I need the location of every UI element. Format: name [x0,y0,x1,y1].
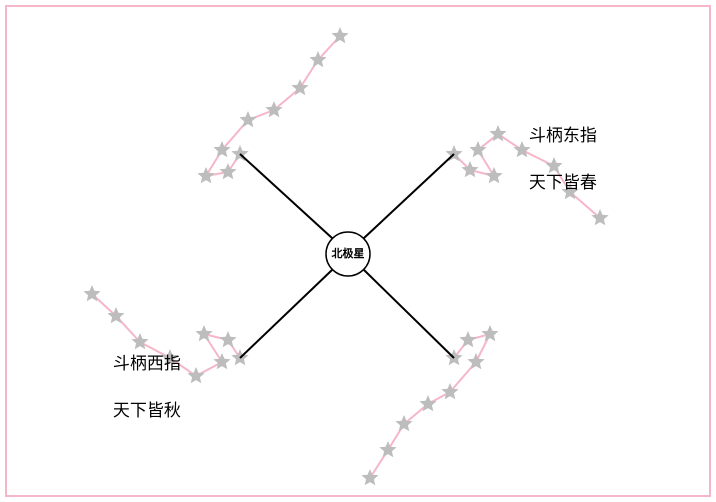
diagram-frame: 北极星 斗柄东指 天下皆春 斗柄西指 天下皆秋 [0,0,716,502]
label-east-line2: 天下皆春 [529,173,597,192]
label-east-line1: 斗柄东指 [529,126,597,145]
label-west-line1: 斗柄西指 [113,354,181,373]
label-west: 斗柄西指 天下皆秋 [94,328,181,447]
label-east: 斗柄东指 天下皆春 [510,100,597,219]
label-west-line2: 天下皆秋 [113,401,181,420]
polaris-label: 北极星 [332,246,365,260]
